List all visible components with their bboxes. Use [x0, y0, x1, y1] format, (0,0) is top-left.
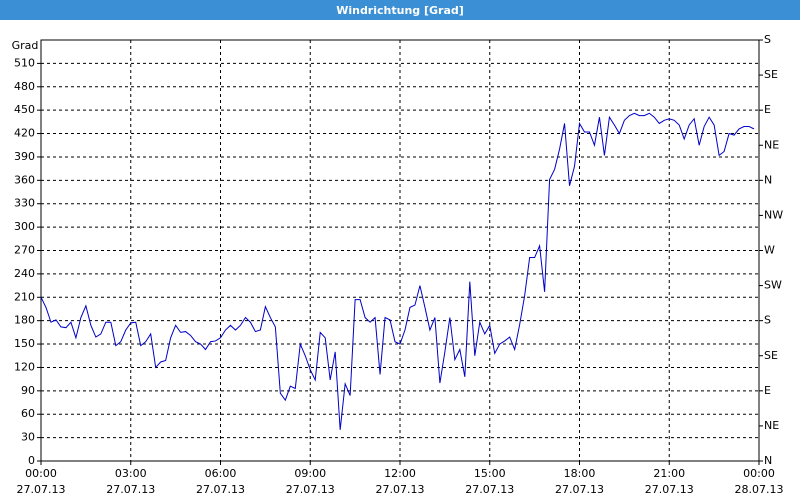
data-line: [40, 112, 755, 430]
y-tick-label: 180: [14, 314, 35, 327]
y-tick-label: 120: [14, 360, 35, 373]
plot-frame: [40, 39, 760, 462]
y2-tick-label: N: [764, 454, 772, 467]
x-tick-label: 21:00 27.07.13: [645, 467, 694, 496]
y-tick-label: 360: [14, 173, 35, 186]
x-tick-label: 00:00 27.07.13: [17, 467, 66, 496]
x-tick-label: 09:00 27.07.13: [286, 467, 335, 496]
x-tick-label: 06:00 27.07.13: [196, 467, 245, 496]
y2-tick-label: S: [764, 33, 771, 46]
y2-tick-label: N: [764, 173, 772, 186]
y2-tick-label: E: [764, 384, 771, 397]
y2-tick-label: SW: [764, 279, 782, 292]
y-tick-label: 240: [14, 267, 35, 280]
y-tick-label: 450: [14, 103, 35, 116]
y-tick-label: 420: [14, 127, 35, 140]
y2-tick-label: SE: [764, 68, 778, 81]
y2-tick-label: SE: [764, 349, 778, 362]
y2-tick-label: E: [764, 103, 771, 116]
y-tick-label: 480: [14, 80, 35, 93]
y-tick-label: 330: [14, 197, 35, 210]
chart-title: Windrichtung [Grad]: [336, 4, 464, 17]
y2-tick-label: NE: [764, 138, 779, 151]
y-tick-label: 60: [21, 407, 35, 420]
y2-tick-label: NE: [764, 419, 779, 432]
y-tick-label: 90: [21, 384, 35, 397]
x-tick-label: 00:00 28.07.13: [735, 467, 784, 496]
y-tick-label: 270: [14, 244, 35, 257]
x-tick-label: 03:00 27.07.13: [106, 467, 155, 496]
y-tick-label: 390: [14, 150, 35, 163]
y2-tick-label: S: [764, 314, 771, 327]
y-tick-label: 150: [14, 337, 35, 350]
y-tick-label: 0: [28, 454, 35, 467]
y-axis-label: Grad: [12, 39, 39, 52]
y-tick-label: 30: [21, 431, 35, 444]
title-bar: [0, 0, 800, 20]
y-tick-label: 210: [14, 290, 35, 303]
y-tick-label: 300: [14, 220, 35, 233]
x-tick-label: 12:00 27.07.13: [376, 467, 425, 496]
y2-tick-label: NW: [764, 208, 783, 221]
x-tick-label: 18:00 27.07.13: [555, 467, 604, 496]
y-tick-label: 510: [14, 56, 35, 69]
y2-tick-label: W: [764, 244, 775, 257]
x-tick-label: 15:00 27.07.13: [465, 467, 514, 496]
